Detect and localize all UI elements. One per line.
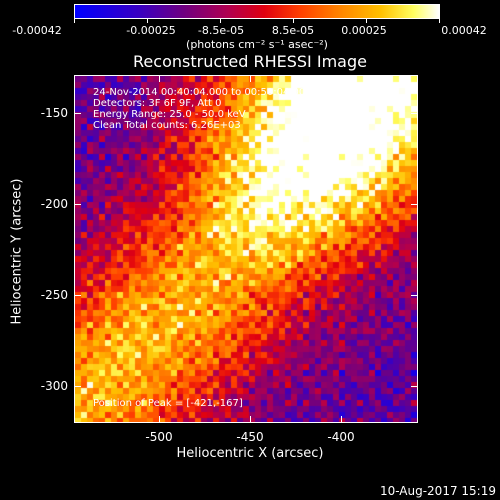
x-tickmark <box>250 76 251 82</box>
y-tick-label: -250 <box>40 288 68 302</box>
colorbar-tick <box>220 19 221 23</box>
y-tickmark <box>75 295 81 296</box>
info-total-counts: Clean Total counts: 6.26E+03 <box>93 120 241 131</box>
peak-position: Position of Peak = [-421,-167] <box>93 398 243 409</box>
y-tickmark <box>75 386 81 387</box>
x-tickmark <box>341 416 342 422</box>
x-tickmark <box>159 416 160 422</box>
image-frame: 24-Nov-2014 00:40:04.000 to 00:50:04.000… <box>74 75 418 423</box>
x-tick-label: -500 <box>145 430 173 444</box>
colorbar-tick-label: -0.00042 <box>12 24 62 37</box>
plot-title: Reconstructed RHESSI Image <box>133 52 367 71</box>
info-detectors: Detectors: 3F 6F 9F, Att 0 <box>93 98 222 109</box>
rhessi-image <box>75 76 417 422</box>
colorbar-tick-label: 8.5e-05 <box>271 24 315 37</box>
y-tickmark <box>411 386 417 387</box>
y-tickmark <box>411 204 417 205</box>
y-tick-label: -300 <box>40 379 68 393</box>
x-tickmark <box>341 76 342 82</box>
colorbar-tick <box>293 19 294 23</box>
info-energy-range: Energy Range: 25.0 - 50.0 keV <box>93 109 246 120</box>
y-axis-label: Heliocentric Y (arcsec) <box>9 178 25 325</box>
x-tick-label: -450 <box>236 430 264 444</box>
colorbar-units: (photons cm⁻² s⁻¹ asec⁻²) <box>186 38 328 51</box>
colorbar-tick <box>74 19 75 23</box>
y-tickmark <box>411 113 417 114</box>
y-tickmark <box>75 204 81 205</box>
colorbar-tick-label: -0.00025 <box>126 24 176 37</box>
x-tickmark <box>250 416 251 422</box>
date-stamp: 10-Aug-2017 15:19 <box>379 484 496 498</box>
colorbar-tick-label: 0.00025 <box>341 24 387 37</box>
y-tickmark <box>75 113 81 114</box>
colorbar-tick <box>439 19 440 23</box>
x-axis-label: Heliocentric X (arcsec) <box>176 446 324 461</box>
y-tick-label: -150 <box>40 106 68 120</box>
colorbar-tick-label: 0.00042 <box>441 24 487 37</box>
colorbar <box>74 4 440 19</box>
colorbar-tick <box>147 19 148 23</box>
colorbar-tick-label: -8.5e-05 <box>197 24 245 37</box>
y-tick-label: -200 <box>40 197 68 211</box>
colorbar-tick <box>366 19 367 23</box>
info-time-range: 24-Nov-2014 00:40:04.000 to 00:50:04.000 <box>93 87 312 98</box>
y-tickmark <box>411 295 417 296</box>
x-tick-label: -400 <box>327 430 355 444</box>
x-tickmark <box>159 76 160 82</box>
